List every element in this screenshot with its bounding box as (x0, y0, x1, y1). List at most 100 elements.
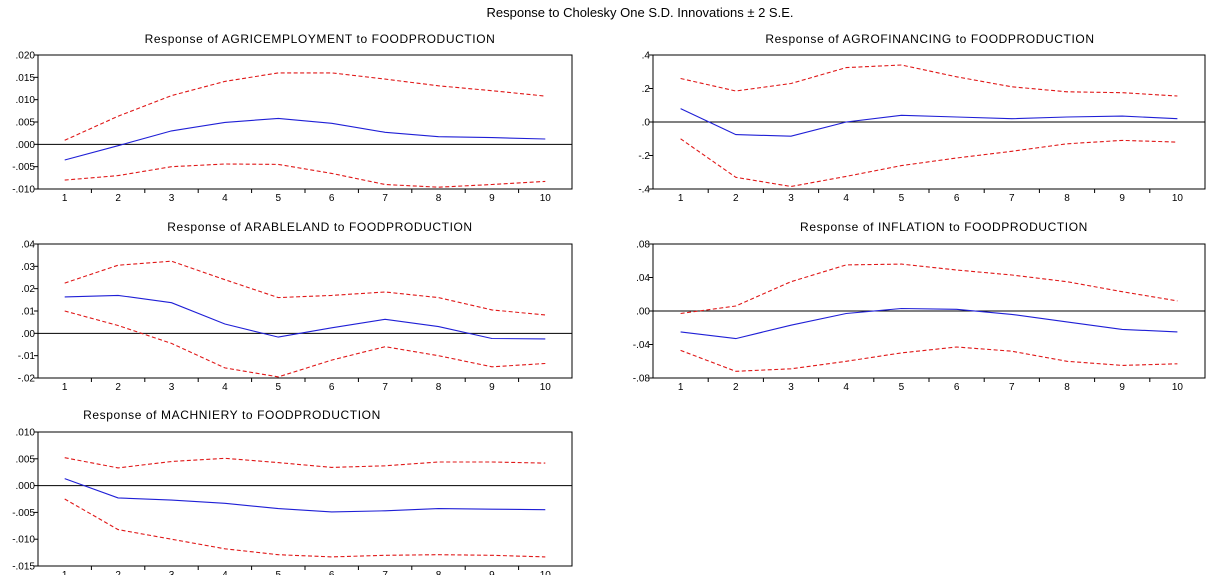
response-line (680, 108, 1178, 137)
x-tick-label: 6 (954, 382, 960, 393)
x-tick-label: 8 (436, 570, 442, 575)
x-tick-label: 2 (733, 193, 739, 204)
x-tick-label: 1 (678, 193, 684, 204)
x-tick-label: 6 (329, 570, 335, 575)
x-tick-label: 8 (436, 382, 442, 393)
lower-band-line (64, 163, 546, 188)
response-line (64, 117, 546, 161)
x-tick-label: 6 (954, 193, 960, 204)
x-tick-label: 3 (788, 193, 794, 204)
panels: Response of AGRICEMPLOYMENT to FOODPRODU… (12, 32, 1206, 575)
upper-band-line (64, 457, 546, 469)
x-tick-label: 1 (62, 382, 68, 393)
y-tick-label: .03 (21, 262, 35, 273)
lower-band-line (680, 138, 1178, 188)
x-tick-label: 3 (788, 382, 794, 393)
x-tick-label: 10 (540, 382, 552, 393)
y-tick-label: .08 (636, 240, 650, 251)
upper-band-line (64, 260, 546, 316)
x-tick-label: 10 (540, 570, 552, 575)
upper-band-line (680, 64, 1178, 97)
figure-title: Response to Cholesky One S.D. Innovation… (486, 5, 793, 20)
x-tick-label: 2 (115, 193, 121, 204)
y-tick-label: -.010 (12, 535, 35, 546)
y-tick-label: .00 (21, 329, 35, 340)
y-tick-label: .04 (636, 273, 650, 284)
x-tick-label: 8 (436, 193, 442, 204)
plot-frame (37, 431, 573, 567)
x-tick-label: 8 (1064, 193, 1070, 204)
panel-title: Response of INFLATION to FOODPRODUCTION (800, 220, 1088, 234)
y-tick-label: .04 (21, 240, 35, 251)
x-tick-label: 5 (276, 382, 282, 393)
x-tick-label: 7 (1009, 382, 1015, 393)
y-tick-label: -.010 (12, 185, 35, 196)
lower-band-line (680, 346, 1178, 372)
y-tick-label: .010 (16, 95, 36, 106)
x-tick-label: 4 (843, 193, 849, 204)
y-tick-label: -.005 (12, 162, 35, 173)
x-tick-label: 10 (1172, 382, 1184, 393)
x-tick-label: 1 (62, 570, 68, 575)
y-tick-label: .01 (21, 307, 35, 318)
y-tick-label: .2 (642, 84, 651, 95)
response-line (64, 478, 546, 513)
y-tick-label: -.04 (633, 340, 651, 351)
x-tick-label: 10 (1172, 193, 1184, 204)
x-tick-label: 7 (382, 193, 388, 204)
x-tick-label: 5 (899, 193, 905, 204)
x-tick-label: 7 (382, 382, 388, 393)
x-tick-label: 4 (222, 570, 228, 575)
irf-panel-5: Response of MACHNIERY to FOODPRODUCTION.… (12, 408, 573, 575)
x-tick-label: 2 (115, 382, 121, 393)
panel-title: Response of AGRICEMPLOYMENT to FOODPRODU… (145, 32, 496, 46)
irf-panel-3: Response of ARABLELAND to FOODPRODUCTION… (18, 220, 573, 393)
x-tick-label: 8 (1064, 382, 1070, 393)
x-tick-label: 7 (1009, 193, 1015, 204)
y-tick-label: -.2 (638, 151, 650, 162)
x-tick-label: 9 (489, 570, 495, 575)
y-tick-label: -.015 (12, 562, 35, 573)
x-tick-label: 7 (382, 570, 388, 575)
y-tick-label: .015 (16, 73, 36, 84)
x-tick-label: 9 (489, 382, 495, 393)
y-tick-label: .000 (16, 140, 36, 151)
x-tick-label: 5 (276, 570, 282, 575)
x-tick-label: 4 (843, 382, 849, 393)
x-tick-label: 3 (169, 570, 175, 575)
lower-band-line (64, 498, 546, 558)
irf-panel-1: Response of AGRICEMPLOYMENT to FOODPRODU… (12, 32, 573, 204)
y-tick-label: .010 (16, 428, 36, 439)
y-tick-label: -.08 (633, 374, 651, 385)
plot-frame (37, 243, 573, 379)
y-tick-label: .020 (16, 51, 36, 62)
y-tick-label: .0 (642, 118, 651, 129)
panel-title: Response of MACHNIERY to FOODPRODUCTION (83, 408, 381, 422)
x-tick-label: 3 (169, 382, 175, 393)
y-tick-label: .005 (16, 118, 36, 129)
response-line (64, 294, 546, 340)
y-tick-label: .02 (21, 284, 35, 295)
irf-panel-4: Response of INFLATION to FOODPRODUCTION.… (633, 220, 1206, 393)
upper-band-line (64, 72, 546, 141)
x-tick-label: 2 (115, 570, 121, 575)
x-tick-label: 9 (1119, 193, 1125, 204)
y-tick-label: .4 (642, 51, 651, 62)
upper-band-line (680, 263, 1178, 315)
x-tick-label: 10 (540, 193, 552, 204)
x-tick-label: 1 (62, 193, 68, 204)
lower-band-line (64, 310, 546, 378)
x-tick-label: 4 (222, 193, 228, 204)
x-tick-label: 3 (169, 193, 175, 204)
x-tick-label: 5 (899, 382, 905, 393)
x-tick-label: 2 (733, 382, 739, 393)
response-line (680, 307, 1178, 340)
x-tick-label: 9 (489, 193, 495, 204)
y-tick-label: .005 (16, 454, 36, 465)
y-tick-label: -.4 (638, 185, 650, 196)
y-tick-label: .000 (16, 481, 36, 492)
x-tick-label: 1 (678, 382, 684, 393)
irf-panel-2: Response of AGROFINANCING to FOODPRODUCT… (638, 32, 1206, 204)
y-tick-label: -.005 (12, 508, 35, 519)
